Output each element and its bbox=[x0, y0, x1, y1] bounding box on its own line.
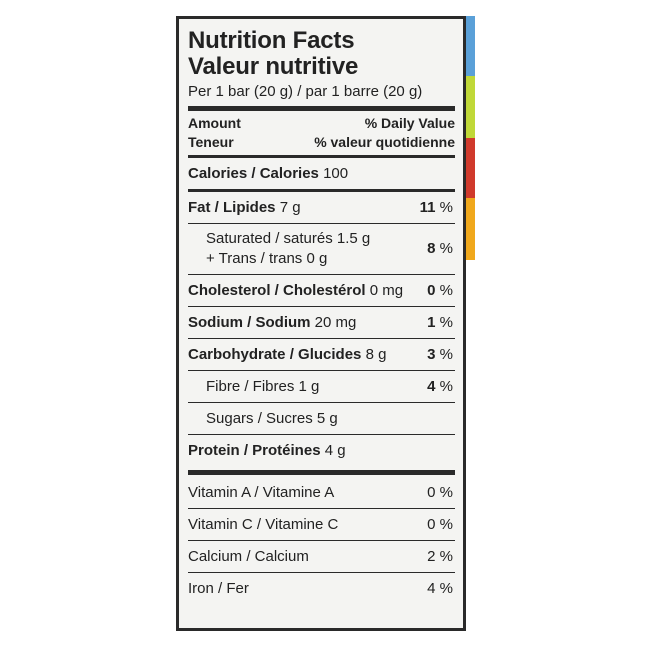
title-fr: Valeur nutritive bbox=[188, 53, 359, 80]
color-stripe-blue bbox=[466, 16, 475, 76]
sugars-row: Sugars / Sucres 5 g bbox=[188, 402, 455, 434]
vitamin-dv: 4 % bbox=[427, 580, 453, 597]
fat-row: Fat / Lipides 7 g 11 % bbox=[188, 192, 455, 223]
divider-vitamins bbox=[188, 470, 455, 475]
daily-value-header: % Daily Value % valeur quotidienne bbox=[314, 114, 455, 152]
sodium-row: Sodium / Sodium 20 mg 1 % bbox=[188, 306, 455, 338]
fibre-dv: 4 bbox=[427, 378, 436, 395]
cholesterol-row: Cholesterol / Cholestérol 0 mg 0 % bbox=[188, 274, 455, 306]
sodium-dv: 1 bbox=[427, 314, 436, 331]
trans-label: + Trans / trans 0 g bbox=[206, 250, 328, 267]
calories-label: Calories / Calories bbox=[188, 165, 319, 182]
vitamin-label: Vitamin C / Vitamine C bbox=[188, 516, 339, 533]
vitamin-row: Iron / Fer 4 % bbox=[188, 572, 455, 604]
nutrition-facts-panel: Nutrition Facts Valeur nutritive Per 1 b… bbox=[176, 16, 466, 631]
column-header: Amount Teneur % Daily Value % valeur quo… bbox=[188, 111, 455, 155]
carbohydrate-dv-unit: % bbox=[439, 346, 453, 363]
fibre-dv-unit: % bbox=[439, 378, 453, 395]
saturated-label: Saturated / saturés 1.5 g bbox=[206, 230, 371, 247]
divider-header bbox=[188, 155, 455, 158]
divider-thick bbox=[188, 106, 455, 111]
calories-value: 100 bbox=[323, 165, 349, 182]
carbohydrate-label: Carbohydrate / Glucides bbox=[188, 346, 362, 363]
calories-row: Calories / Calories 100 bbox=[188, 158, 455, 189]
saturated-dv-unit: % bbox=[439, 240, 453, 257]
fat-label: Fat / Lipides bbox=[188, 199, 276, 216]
color-stripe-green bbox=[466, 76, 475, 138]
vitamin-label: Iron / Fer bbox=[188, 580, 249, 597]
cholesterol-label: Cholesterol / Cholestérol bbox=[188, 282, 366, 299]
fat-dv-unit: % bbox=[439, 199, 453, 216]
vitamin-dv: 0 % bbox=[427, 516, 453, 533]
vitamin-label: Calcium / Calcium bbox=[188, 548, 309, 565]
vitamin-row: Calcium / Calcium 2 % bbox=[188, 540, 455, 572]
cholesterol-dv-unit: % bbox=[439, 282, 453, 299]
cholesterol-amount: 0 mg bbox=[369, 282, 404, 299]
teneur-label: Teneur bbox=[188, 134, 234, 150]
fibre-label: Fibre / Fibres 1 g bbox=[206, 378, 320, 395]
saturated-dv: 8 bbox=[427, 240, 436, 257]
protein-amount: 4 g bbox=[324, 442, 346, 459]
serving-size: Per 1 bar (20 g) / par 1 barre (20 g) bbox=[188, 83, 423, 100]
vitamin-label: Vitamin A / Vitamine A bbox=[188, 484, 335, 501]
amount-header: Amount Teneur bbox=[188, 114, 241, 152]
sodium-amount: 20 mg bbox=[314, 314, 357, 331]
title-en: Nutrition Facts bbox=[188, 27, 355, 54]
carbohydrate-row: Carbohydrate / Glucides 8 g 3 % bbox=[188, 338, 455, 370]
vitamin-row: Vitamin A / Vitamine A 0 % bbox=[188, 475, 455, 508]
sugars-label: Sugars / Sucres 5 g bbox=[206, 410, 338, 427]
vitamin-dv: 0 % bbox=[427, 484, 453, 501]
sodium-label: Sodium / Sodium bbox=[188, 314, 311, 331]
color-stripe-orange bbox=[466, 198, 475, 260]
fat-dv: 11 bbox=[419, 199, 436, 216]
color-stripe-red bbox=[466, 138, 475, 198]
dv-fr-label: % valeur quotidienne bbox=[314, 134, 455, 150]
fat-amount: 7 g bbox=[279, 199, 301, 216]
saturated-row: Saturated / saturés 1.5 g + Trans / tran… bbox=[188, 223, 455, 274]
divider-calories bbox=[188, 189, 455, 192]
dv-en-label: % Daily Value bbox=[364, 115, 455, 131]
amount-label: Amount bbox=[188, 115, 241, 131]
carbohydrate-dv: 3 bbox=[427, 346, 436, 363]
protein-label: Protein / Protéines bbox=[188, 442, 321, 459]
sodium-dv-unit: % bbox=[439, 314, 453, 331]
fibre-row: Fibre / Fibres 1 g 4 % bbox=[188, 370, 455, 402]
vitamin-dv: 2 % bbox=[427, 548, 453, 565]
protein-row: Protein / Protéines 4 g bbox=[188, 434, 455, 466]
vitamin-row: Vitamin C / Vitamine C 0 % bbox=[188, 508, 455, 540]
cholesterol-dv: 0 bbox=[427, 282, 436, 299]
carbohydrate-amount: 8 g bbox=[365, 346, 387, 363]
